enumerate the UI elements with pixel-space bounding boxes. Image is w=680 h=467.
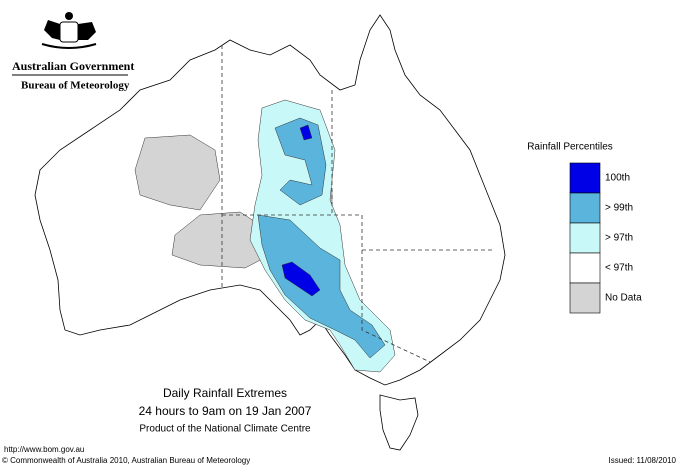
legend-swatch (569, 222, 601, 254)
legend-label: 100th (605, 173, 630, 184)
no-data-region (134, 134, 221, 211)
caption-title: Daily Rainfall Extremes (163, 386, 287, 400)
legend: 100th > 99th > 97th < 97th No Data (569, 162, 642, 314)
legend-label: > 99th (605, 203, 633, 214)
legend-swatch (569, 162, 601, 194)
legend-title: Rainfall Percentiles (527, 142, 613, 153)
legend-label: No Data (605, 293, 642, 304)
header-subtitle: Bureau of Meteorology (21, 80, 130, 92)
rainfall-100 (281, 261, 321, 297)
rainfall-99 (274, 117, 327, 206)
legend-swatch (569, 192, 601, 224)
rainfall-100 (299, 124, 313, 141)
tasmania (379, 394, 419, 451)
crest-logo (41, 12, 97, 49)
rainfall-97 (249, 99, 396, 373)
caption-product: Product of the National Climate Centre (139, 424, 311, 435)
legend-swatch (569, 282, 601, 314)
footer-url: http://www.bom.gov.au (4, 445, 84, 454)
state-borders (221, 45, 492, 363)
footer-copyright: © Commonwealth of Australia 2010, Austra… (2, 456, 250, 465)
legend-label: < 97th (605, 263, 633, 274)
header-title: Australian Government (12, 59, 134, 73)
rainfall-99 (257, 214, 386, 359)
legend-label: > 97th (605, 233, 633, 244)
legend-swatch (569, 252, 601, 284)
caption-period: 24 hours to 9am on 19 Jan 2007 (139, 404, 312, 418)
no-data-region (171, 211, 271, 269)
footer-issued: Issued: 11/08/2010 (609, 456, 677, 465)
